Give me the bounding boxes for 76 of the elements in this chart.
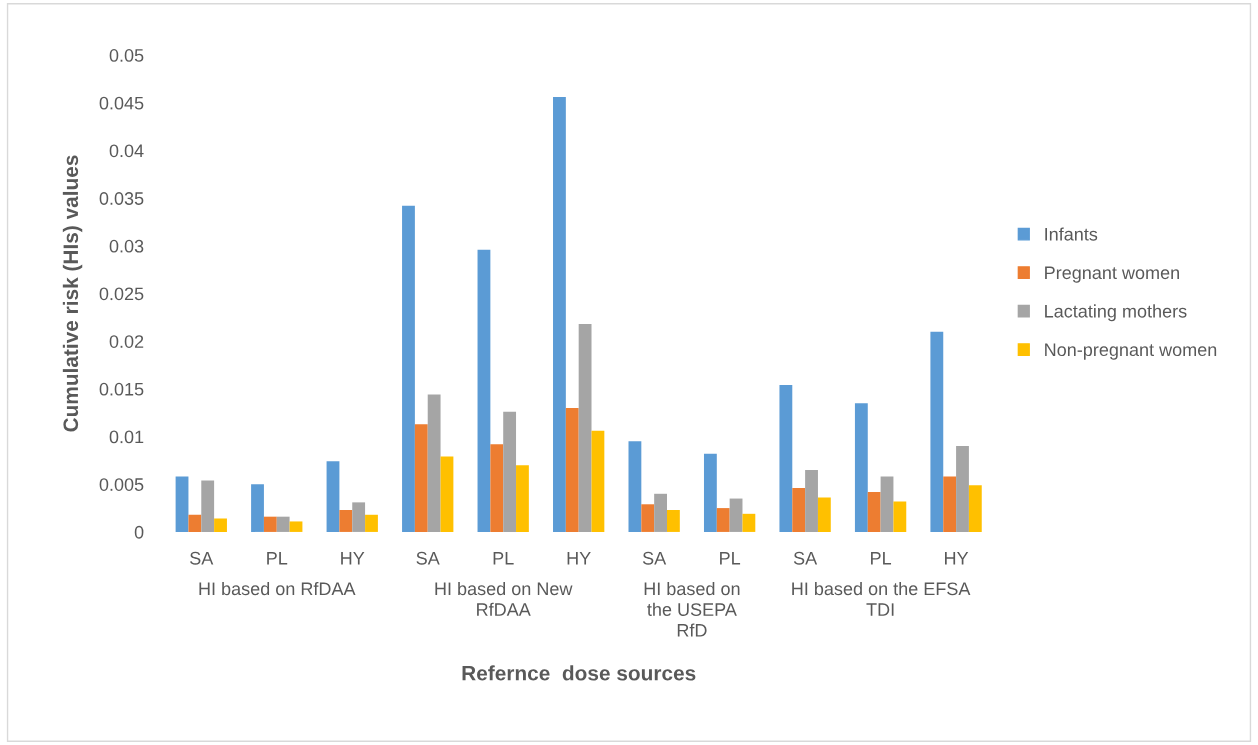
bar: [175, 476, 189, 532]
bar: [553, 97, 566, 532]
bar: [880, 476, 894, 532]
text: HI based on New RfDAA: [435, 581, 573, 616]
bar: [490, 444, 504, 532]
bar: [402, 205, 415, 532]
bar: [276, 516, 290, 532]
bar: [641, 504, 655, 532]
bar: [703, 453, 717, 532]
x-tick-label: SA: [416, 551, 440, 565]
y-tick-label: 0.01: [109, 430, 144, 444]
x-tick-label: PL: [720, 552, 741, 565]
bar: [817, 497, 831, 532]
bar: [427, 394, 441, 532]
y-tick-label: 0.05: [109, 49, 144, 62]
bar: [365, 514, 378, 532]
bar: [654, 493, 667, 532]
y-tick-label: 0.025: [99, 287, 144, 301]
y-tick-label: 0: [134, 525, 144, 539]
bar: [477, 249, 491, 532]
y-tick-label: 0.015: [99, 382, 144, 396]
bar: [516, 465, 529, 532]
bar: [188, 514, 202, 532]
bar: [214, 518, 227, 532]
x-tick-label: PL: [267, 552, 288, 565]
bar: [854, 403, 868, 532]
x-tick-label: PL: [493, 552, 514, 565]
bar: [792, 488, 806, 532]
x-tick-label: SA: [642, 551, 667, 565]
bar: [779, 385, 793, 532]
bar: [289, 521, 303, 532]
bar: [352, 502, 366, 532]
x-tick-label: HY: [567, 552, 591, 565]
bar: [716, 508, 730, 532]
bar: [628, 441, 642, 532]
y-tick-label: 0.04: [109, 144, 144, 158]
bar: [263, 516, 277, 532]
bar: [729, 498, 743, 532]
text: HI based on the USEPA RfD: [644, 581, 740, 637]
legend-label: Pregnant women: [1045, 266, 1179, 283]
bar: [440, 456, 454, 532]
bar: [805, 469, 818, 532]
legend-label: Non-pregnant women: [1045, 343, 1217, 360]
bar: [503, 411, 517, 532]
x-tick-label: SA: [793, 551, 818, 565]
x-tick-label: HY: [341, 552, 365, 565]
y-tick-label: 0.035: [99, 192, 144, 205]
bar: [414, 424, 428, 532]
bar: [956, 446, 969, 532]
text: HI based on RfDAA: [199, 581, 356, 596]
bar: [893, 501, 907, 532]
bar: [251, 484, 264, 532]
bar: [930, 331, 944, 532]
bar: [666, 510, 680, 532]
x-tick-label: PL: [871, 552, 892, 565]
bar: [201, 480, 215, 532]
bar: [943, 476, 957, 532]
x-axis-title: Refernce dose sources: [462, 665, 696, 681]
x-tick-label: SA: [190, 551, 214, 565]
bar: [591, 430, 605, 532]
bar: [867, 491, 881, 532]
y-tick-label: 0.045: [99, 96, 144, 110]
legend-label: Infants: [1045, 227, 1098, 241]
y-tick-label: 0.02: [109, 335, 144, 348]
bar: [326, 461, 340, 532]
bar: [968, 485, 982, 532]
bar: [578, 324, 592, 532]
y-tick-label: 0.005: [99, 478, 144, 491]
y-axis-title: Cumulative risk (HIs) values: [62, 155, 83, 432]
text: HI based on the EFSA TDI: [792, 581, 971, 616]
bar: [742, 513, 756, 532]
y-tick-label: 0.03: [109, 239, 144, 253]
bar: [339, 510, 353, 532]
legend-label: Lactating mothers: [1045, 304, 1187, 322]
x-tick-label: HY: [945, 552, 969, 565]
bar: [565, 407, 579, 532]
